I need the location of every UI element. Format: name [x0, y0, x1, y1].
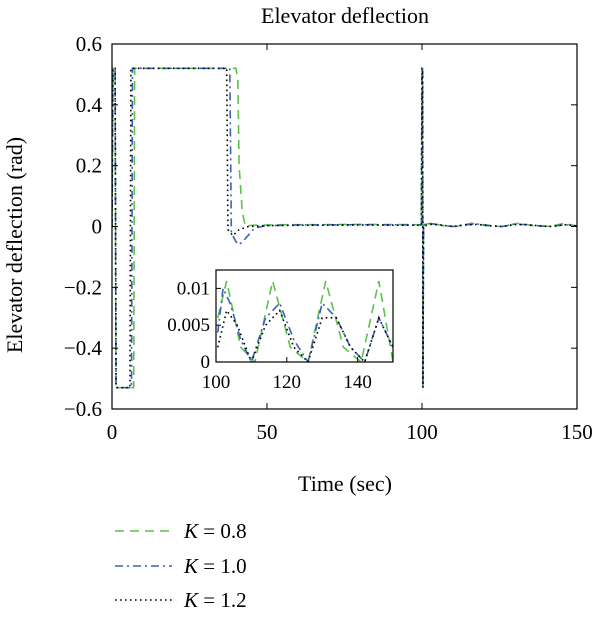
inset-y-tick-label: 0: [201, 352, 211, 373]
x-tick-label: 0: [107, 420, 118, 444]
inset-frame: [215, 269, 394, 363]
legend-label-k3: K = 1.2: [183, 588, 247, 612]
y-tick-label: −0.6: [64, 397, 102, 421]
x-tick-label: 100: [406, 420, 438, 444]
legend-label-k1: K = 0.8: [183, 519, 247, 543]
legend-label-k2: K = 1.0: [183, 554, 247, 578]
inset-y-tick-label: 0.005: [167, 315, 210, 336]
legend: K = 0.8 K = 1.0 K = 1.2: [115, 519, 247, 612]
x-axis-label: Time (sec): [298, 471, 392, 496]
inset-plot-area: 100 120 140 0.01 0.005 0: [167, 269, 394, 393]
inset-x-tick-label: 140: [343, 372, 372, 393]
inset-series-line-k1: [216, 280, 393, 362]
y-tick-label: 0: [92, 215, 103, 239]
x-tick-label: 150: [561, 420, 593, 444]
series-line-k2: [112, 67, 577, 389]
main-plot-area: 0 50 100 150 0.6 0.4 0.2 0 −0.2 −0.4 −0.6: [64, 32, 593, 444]
inset-x-tick-label: 120: [273, 372, 302, 393]
y-tick-label: 0.4: [76, 93, 103, 117]
inset-y-tick-label: 0.01: [177, 278, 210, 299]
x-tick-label: 50: [257, 420, 278, 444]
y-axis-label: Elevator deflection (rad): [2, 137, 27, 353]
chart-title: Elevator deflection: [261, 3, 429, 28]
y-tick-label: −0.2: [64, 275, 102, 299]
inset-series-line-k2: [216, 285, 393, 362]
inset-background: [216, 270, 393, 362]
y-tick-label: 0.6: [76, 32, 102, 56]
inset-series-line-k3: [216, 308, 393, 362]
y-tick-label: −0.4: [64, 336, 103, 360]
y-tick-label: 0.2: [76, 154, 102, 178]
inset-x-tick-label: 100: [202, 372, 231, 393]
